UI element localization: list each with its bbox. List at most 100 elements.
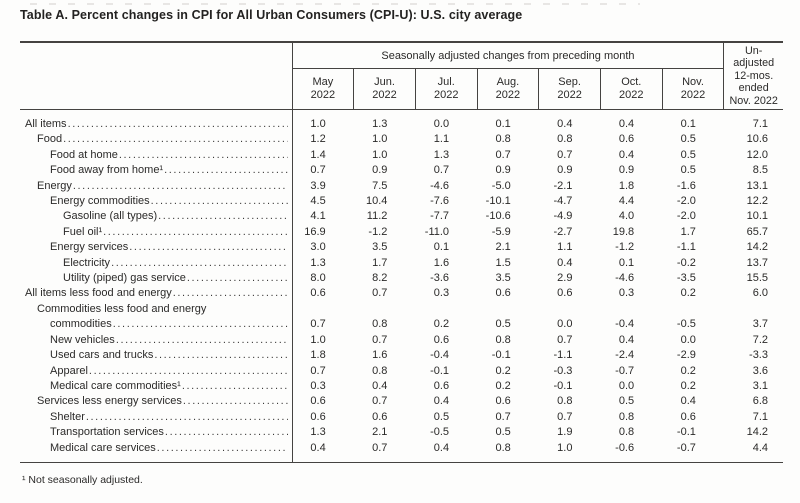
cell-month-value: -1.2	[368, 225, 388, 238]
cell-month-value: 0.9	[372, 164, 388, 177]
row-label: Used cars and trucks	[50, 349, 154, 362]
cell-month-value: -0.5	[430, 426, 450, 439]
dot-leader	[154, 348, 287, 363]
dot-leader	[86, 410, 288, 425]
table-row: Transportation services 1.3 2.1 -0.5 0.5 1.9 0…	[20, 425, 783, 441]
cell-month-value: 0.4	[618, 118, 635, 130]
cell-month-value: 0.8	[618, 426, 635, 439]
table-row: Energy services 3.0 3.5 0.1 2.1 1.1 -1.2 -1.1 14…	[20, 240, 783, 256]
row-label: Medical care services	[50, 441, 156, 454]
month-column-header: Oct. 2022	[599, 68, 663, 110]
cell-month-value: 1.4	[310, 148, 326, 161]
dot-leader	[165, 425, 288, 440]
cell-12mo-unadjusted-value: 3.1	[752, 379, 768, 392]
cell-month-value: -10.6	[485, 210, 511, 223]
row-label-cell: All items less food and energy	[20, 286, 293, 302]
cell-month-value: 0.1	[618, 256, 635, 269]
cell-month-value: 0.7	[557, 410, 573, 423]
cell-12mo-unadjusted-value: 13.1	[746, 179, 768, 192]
cell-month-value: 0.0	[433, 118, 450, 130]
dot-leader	[63, 132, 287, 147]
cell-month-value: 0.8	[372, 318, 388, 331]
group-header-row: Seasonally adjusted changes from precedi…	[20, 42, 783, 110]
cell-month-value: 0.3	[310, 379, 326, 392]
cell-12mo-unadjusted-value: 7.1	[752, 118, 768, 130]
row-label-cell: Medical care commodities¹	[20, 378, 293, 395]
cell-month-value: 0.6	[618, 133, 635, 146]
cell-month-value: 0.3	[433, 287, 450, 300]
unadjusted-12mo-header: Un- adjusted 12-mos. ended Nov. 2022	[723, 42, 783, 110]
row-label-cell: Shelter	[20, 409, 293, 426]
dot-leader	[73, 179, 288, 194]
cell-month-value: 0.8	[372, 364, 388, 377]
table-row: Services less energy services 0.6 0.7 0.4 0.…	[20, 394, 783, 410]
row-label-cell: All items	[20, 109, 293, 133]
table-row: Food 1.2 1.0 1.1 0.8 0.8 0.6 0.5 10.6	[20, 132, 783, 148]
row-label-cell: Transportation services	[20, 425, 293, 441]
cell-month-value: -0.2	[676, 256, 696, 269]
table-row: Food at home 1.4 1.0 1.3 0.7 0.7 0.4 0.5 12.0	[20, 147, 783, 164]
cell-12mo-unadjusted-value: 7.1	[752, 410, 768, 423]
row-label: Energy	[37, 179, 72, 192]
cell-month-value: 0.1	[680, 118, 696, 130]
table-row: Energy commodities 4.5 10.4 -7.6 -10.1 -4.7 4.…	[20, 194, 783, 210]
cell-month-value: 0.6	[433, 379, 450, 392]
row-label-cell: Services less energy services	[20, 394, 293, 410]
dot-leader	[103, 225, 287, 240]
cell-month-value: 8.0	[310, 272, 326, 285]
dot-leader	[157, 441, 288, 456]
dot-leader	[129, 240, 287, 255]
cell-12mo-unadjusted-value: 10.6	[746, 133, 768, 146]
cell-month-value: 0.4	[680, 395, 696, 408]
month-column-header: May 2022	[291, 68, 354, 110]
dot-leader	[158, 209, 287, 224]
row-label: Transportation services	[50, 426, 164, 439]
dot-leader	[187, 271, 288, 286]
cell-month-value: 1.3	[310, 256, 326, 269]
cell-month-value: -11.0	[424, 225, 450, 238]
cell-month-value: 1.7	[372, 256, 388, 269]
cell-month-value: 0.1	[433, 241, 450, 254]
table-row: Utility (piped) gas service 8.0 8.2 -3.6 3.5…	[20, 271, 783, 287]
cell-month-value: -4.7	[553, 195, 573, 208]
cell-month-value: 1.0	[372, 133, 388, 146]
cell-month-value: 0.4	[433, 395, 450, 408]
cell-month-value: 0.5	[680, 148, 696, 161]
row-label: Commodities less food and energy	[37, 302, 207, 315]
cell-month-value: 4.5	[310, 195, 326, 208]
cell-month-value: 1.0	[557, 441, 573, 454]
row-label-cell: Energy services	[20, 240, 293, 256]
cell-month-value: -5.9	[491, 225, 511, 238]
row-label: Fuel oil¹	[63, 225, 103, 238]
cell-month-value: 1.2	[310, 133, 326, 146]
cell-month-value: 4.1	[310, 210, 326, 223]
cell-month-value: 0.1	[495, 118, 511, 130]
row-label-wrap: commodities	[50, 318, 112, 331]
cell-month-value: 1.8	[310, 349, 326, 362]
row-label: Food at home	[50, 148, 118, 161]
cell-12mo-unadjusted-value: 12.2	[746, 195, 768, 208]
cell-month-value: -0.6	[615, 441, 635, 454]
cell-month-value: 0.9	[557, 164, 573, 177]
cell-month-value: 0.0	[618, 379, 635, 392]
cell-month-value: 1.0	[310, 333, 326, 346]
month-column-header: Aug. 2022	[476, 68, 539, 110]
cell-month-value: 2.9	[557, 272, 573, 285]
row-label: Gasoline (all types)	[63, 210, 158, 223]
cell-month-value: 0.7	[310, 318, 326, 331]
row-label-cell: Food away from home¹	[20, 163, 293, 179]
cell-month-value: -0.4	[615, 318, 635, 331]
cell-month-value: -7.6	[430, 195, 450, 208]
cell-month-value: -2.0	[676, 195, 696, 208]
cell-month-value: 1.3	[433, 148, 450, 161]
cell-month-value: 0.8	[495, 133, 511, 146]
cell-month-value: -0.3	[553, 364, 573, 377]
row-label: New vehicles	[50, 333, 115, 346]
row-label: Food	[37, 133, 63, 146]
cell-month-value: -0.1	[553, 379, 573, 392]
cell-12mo-unadjusted-value: 14.2	[746, 241, 768, 254]
cell-month-value: 0.7	[433, 164, 450, 177]
cell-month-value: 0.7	[372, 395, 388, 408]
cell-month-value: 0.2	[433, 318, 450, 331]
